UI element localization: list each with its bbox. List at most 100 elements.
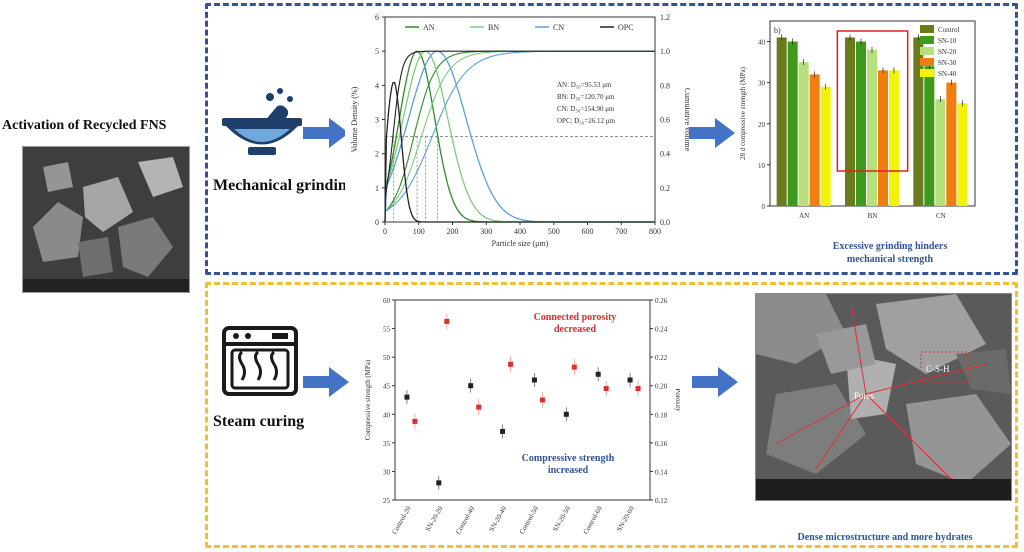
dual-x-tick-label: SN-20-50 xyxy=(551,505,572,533)
strength-point xyxy=(468,383,474,389)
steam-oven-icon xyxy=(222,326,298,396)
particle-size-chart: 0 100 200 300 400 500 600 700 800 0 1 2 3 4 5 6 0.0 0.2 0.… xyxy=(345,7,690,250)
strength-annotation: Compressive strength increased xyxy=(500,453,636,477)
psd-x-tick-label: 400 xyxy=(514,227,526,236)
psd-y-tick-label: 6 xyxy=(375,13,379,22)
dual-y-tick-label: 45 xyxy=(383,383,391,391)
bar-sn-20-cn xyxy=(935,99,946,206)
psd-legend-label: AN xyxy=(423,23,435,32)
sem-image-dense-microstructure: C-S-H Pores xyxy=(755,293,1012,501)
psd-x-tick-label: 100 xyxy=(413,227,425,236)
psd-x-tick-label: 700 xyxy=(615,227,627,236)
porosity-point xyxy=(412,418,418,424)
bar-sn-40-cn xyxy=(957,103,968,206)
porosity-annotation-line2: decreased xyxy=(553,324,597,335)
psd-y2-tick-label: 0.2 xyxy=(660,184,670,193)
dual-y-tick-label: 25 xyxy=(383,497,391,505)
psd-legend-label: CN xyxy=(553,23,564,32)
bar-control-cn xyxy=(913,37,924,206)
bar-sn-30-an xyxy=(809,74,820,206)
psd-x-axis-label: Particle size (μm) xyxy=(492,239,549,248)
strength-point xyxy=(404,394,410,400)
arrow-bottom-2 xyxy=(692,367,738,397)
bar-sn-30-bn xyxy=(878,70,888,206)
psd-annotation: AN: D₅₀=95.53 μm xyxy=(557,81,612,89)
bar-legend-label: SN-40 xyxy=(938,70,957,78)
psd-y-tick-label: 3 xyxy=(375,116,379,125)
sem-label-csh: C-S-H xyxy=(926,364,950,374)
sem-label-pores: Pores xyxy=(854,391,874,401)
compressive-strength-bar-chart: 0 10 20 30 40 28 d compressive strength (MPa)… xyxy=(735,13,1010,235)
psd-y2-axis-label: Cumulative volume xyxy=(683,88,690,152)
bar-y-tick-label: 10 xyxy=(758,162,766,170)
bar-x-tick-label: CN xyxy=(936,212,946,220)
bar-legend-swatch xyxy=(920,36,934,44)
dual-y2-tick-label: 0.26 xyxy=(655,297,668,305)
bar-control-an xyxy=(776,37,787,206)
dual-x-tick-label: Control-50 xyxy=(518,505,541,536)
bar-y-tick-label: 0 xyxy=(762,203,766,211)
bar-sn-20-bn xyxy=(867,49,877,207)
bar-legend-swatch xyxy=(920,25,934,33)
psd-y-tick-label: 1 xyxy=(375,184,379,193)
steam-curing-panel xyxy=(205,282,1018,548)
sem-image-recycled-fns xyxy=(22,146,190,293)
porosity-point xyxy=(444,318,450,324)
bar-legend-swatch xyxy=(920,69,934,77)
bar-legend-label: SN-30 xyxy=(938,59,957,67)
psd-annotation: BN: D₅₀=120.70 μm xyxy=(557,93,615,101)
dual-y-tick-label: 50 xyxy=(383,354,391,362)
strength-annotation-line2: increased xyxy=(547,465,589,476)
dual-y2-tick-label: 0.18 xyxy=(655,411,668,419)
strength-point xyxy=(436,480,442,486)
strength-point xyxy=(563,411,569,417)
arrow-top-1 xyxy=(303,118,349,148)
top-caption-line2: mechanical strength xyxy=(846,254,934,265)
dual-y2-tick-label: 0.22 xyxy=(655,354,668,362)
dual-y2-tick-label: 0.16 xyxy=(655,440,668,448)
strength-point xyxy=(595,371,601,377)
psd-annotation: CN: D₅₀=154.90 μm xyxy=(557,105,615,113)
psd-y-tick-label: 5 xyxy=(375,47,379,56)
bar-y-tick-label: 30 xyxy=(758,80,766,88)
mechanical-grinding-label: Mechanical grinding xyxy=(213,177,355,194)
psd-legend-label: BN xyxy=(488,23,499,32)
dual-x-tick-label: Control-20 xyxy=(390,505,413,536)
psd-legend-label: OPC xyxy=(618,23,634,32)
bar-sn-10-bn xyxy=(856,41,866,206)
psd-x-tick-label: 500 xyxy=(548,227,560,236)
strength-annotation-line1: Compressive strength xyxy=(521,453,615,464)
dual-x-tick-label: Control-40 xyxy=(454,505,477,536)
porosity-point xyxy=(508,361,514,367)
bar-sn-20-an xyxy=(798,62,809,206)
porosity-point xyxy=(539,397,545,403)
porosity-point xyxy=(635,386,641,392)
psd-density-opc xyxy=(384,81,655,223)
bar-legend-swatch xyxy=(920,58,934,66)
psd-y-tick-label: 4 xyxy=(375,81,379,90)
arrow-top-2 xyxy=(689,118,735,148)
psd-x-tick-label: 600 xyxy=(582,227,594,236)
psd-y2-tick-label: 0.8 xyxy=(660,81,670,90)
psd-annotation: OPC: D₅₀=26.12 μm xyxy=(557,117,615,125)
psd-y2-tick-label: 0.0 xyxy=(660,218,670,227)
porosity-point xyxy=(603,386,609,392)
top-caption-line1: Excessive grinding hinders xyxy=(832,241,948,252)
bar-x-tick-label: AN xyxy=(799,212,809,220)
strength-point xyxy=(531,377,537,383)
dual-y-tick-label: 60 xyxy=(383,297,391,305)
dual-x-tick-label: SN-20-60 xyxy=(615,505,636,533)
dual-y-tick-label: 35 xyxy=(383,440,391,448)
bar-y-axis-label: 28 d compressive strength (MPa) xyxy=(739,66,747,160)
bar-sn-40-bn xyxy=(889,70,899,206)
dual-y-tick-label: 55 xyxy=(383,326,391,334)
dual-x-tick-label: SN-20-40 xyxy=(488,505,509,533)
dual-plot-area xyxy=(394,299,651,501)
psd-x-tick-label: 300 xyxy=(480,227,492,236)
top-caption: Excessive grinding hinders mechanical st… xyxy=(800,240,980,266)
psd-y2-tick-label: 1.2 xyxy=(660,13,670,22)
mortar-pestle-icon xyxy=(218,85,308,165)
bar-sn-30-cn xyxy=(946,82,957,206)
dual-x-tick-label: SN-20-20 xyxy=(424,505,445,533)
bar-sn-40-an xyxy=(820,86,831,206)
